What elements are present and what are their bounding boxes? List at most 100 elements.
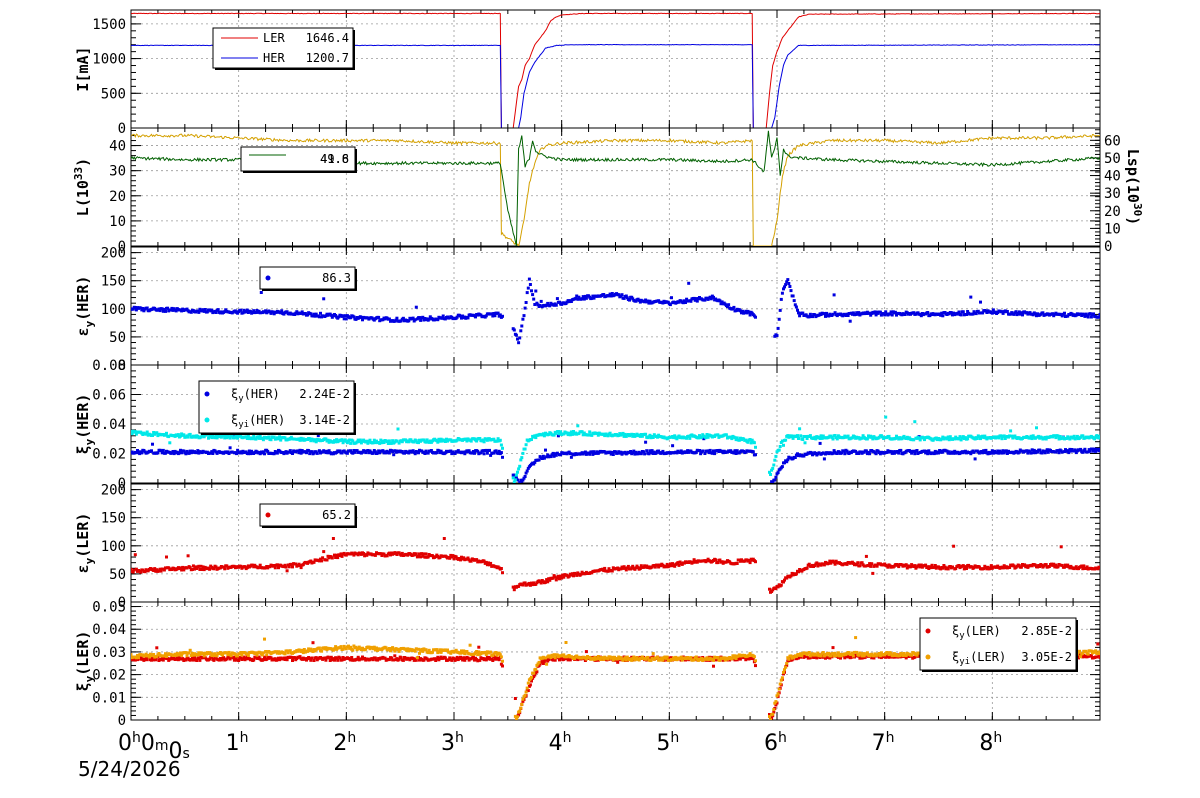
data-point (225, 657, 229, 661)
data-point (559, 430, 563, 434)
y-tick-label: 30 (109, 164, 126, 180)
data-point (807, 315, 811, 319)
data-point (783, 285, 786, 289)
data-point (492, 312, 496, 315)
data-point (794, 305, 798, 309)
legend-name: ξyi(HER) (231, 413, 285, 430)
data-point (447, 658, 451, 662)
data-point (516, 478, 519, 482)
data-point (707, 451, 711, 455)
data-point (551, 451, 555, 455)
y2-tick-label: 10 (1104, 221, 1121, 237)
data-point (842, 449, 846, 453)
data-point (780, 439, 784, 443)
data-point (577, 295, 581, 299)
data-point (254, 437, 258, 441)
data-point (428, 315, 432, 319)
data-point (676, 561, 680, 565)
data-point (528, 583, 532, 587)
data-point (572, 430, 575, 433)
data-point (334, 556, 338, 559)
data-point (1038, 565, 1042, 568)
data-point (933, 564, 937, 567)
data-point (524, 471, 528, 475)
data-point (1098, 313, 1100, 316)
data-point (710, 451, 714, 455)
data-point (329, 313, 333, 317)
data-point (575, 573, 579, 577)
data-point (1012, 564, 1016, 568)
data-point (969, 452, 973, 456)
data-point (948, 435, 952, 439)
data-point (734, 438, 738, 442)
data-point (277, 437, 280, 441)
data-point (985, 311, 989, 314)
data-point (977, 435, 981, 439)
data-point (150, 658, 153, 662)
data-point (748, 561, 752, 565)
data-point (622, 296, 626, 300)
data-point (945, 437, 949, 441)
data-point (962, 567, 966, 571)
data-point (990, 311, 994, 315)
data-point (372, 438, 376, 442)
y-tick-label: 100 (101, 539, 126, 555)
data-point (592, 450, 596, 454)
data-point (247, 449, 251, 453)
data-point (741, 309, 744, 313)
data-point (773, 458, 777, 462)
data-point (523, 447, 527, 451)
data-point (941, 566, 945, 570)
data-point (1081, 434, 1085, 438)
data-point (569, 430, 573, 434)
data-point (385, 440, 389, 444)
data-point (661, 563, 665, 567)
data-point (1082, 564, 1086, 568)
data-point (407, 440, 411, 444)
data-point (1081, 567, 1085, 571)
data-point (917, 436, 921, 440)
data-point (692, 558, 696, 562)
data-point (426, 451, 430, 455)
data-point (539, 581, 543, 585)
data-point (251, 311, 255, 314)
data-point (259, 291, 263, 294)
data-point (334, 314, 338, 317)
data-point (776, 471, 780, 475)
data-point (195, 567, 199, 570)
data-point (832, 560, 836, 564)
data-point (947, 438, 951, 442)
data-point (797, 570, 800, 574)
data-point (785, 460, 789, 464)
data-point (783, 461, 786, 465)
data-point (326, 451, 330, 455)
data-point (556, 434, 560, 438)
data-point (805, 437, 809, 440)
data-point (977, 311, 981, 315)
data-point (414, 305, 418, 309)
data-point (157, 307, 161, 311)
data-point (590, 450, 594, 454)
data-point (874, 452, 878, 456)
data-point (754, 453, 757, 457)
data-point (484, 658, 488, 662)
data-point (782, 287, 785, 291)
data-point (972, 450, 976, 454)
data-point (208, 567, 212, 571)
data-point (1035, 314, 1038, 318)
data-point (365, 553, 369, 557)
data-point (952, 544, 956, 548)
data-point (340, 438, 344, 442)
data-point (694, 297, 698, 301)
data-point (314, 450, 318, 454)
data-point (364, 451, 368, 455)
data-point (518, 481, 522, 483)
data-point (780, 465, 784, 469)
data-point (536, 303, 540, 307)
data-point (412, 440, 416, 444)
data-point (294, 562, 298, 566)
data-point (158, 309, 162, 313)
data-point (788, 285, 792, 288)
data-point (738, 309, 742, 313)
data-point (923, 449, 926, 453)
